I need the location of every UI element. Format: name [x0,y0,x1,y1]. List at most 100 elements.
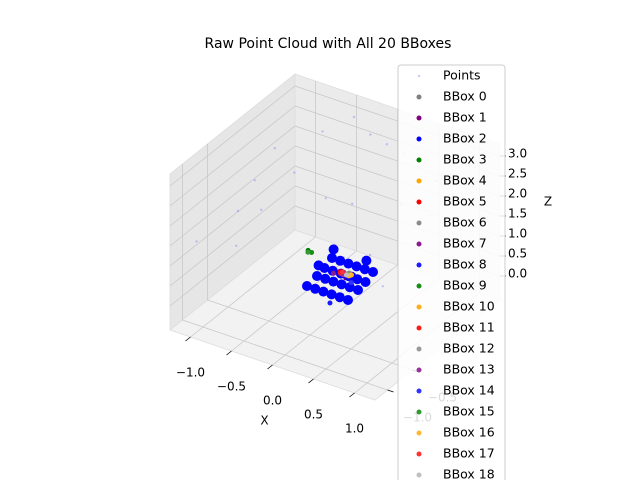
point [260,208,263,211]
tick-mark [349,392,355,398]
legend-label: BBox 0 [443,89,487,104]
legend-marker [416,157,422,163]
legend-label: BBox 12 [443,341,495,356]
legend-marker [416,178,422,184]
legend-label: BBox 9 [443,278,487,293]
legend-label: BBox 1 [443,110,487,125]
z-tick-label: 1.0 [508,227,527,241]
legend-marker [416,241,422,247]
bbox-point [361,255,372,266]
grid-line [169,165,296,267]
legend-marker [416,472,422,478]
z-tick-label: 0.0 [508,267,527,281]
legend-label: Points [443,68,481,83]
legend-label: BBox 2 [443,131,487,146]
point [324,197,327,200]
point [352,115,356,119]
z-tick-label: 3.0 [508,147,527,161]
grid-line [182,319,388,391]
grid-line [207,299,413,371]
point [293,171,296,174]
legend-label: BBox 13 [443,362,495,377]
bbox-point [368,267,378,277]
legend-label: BBox 15 [443,404,495,419]
bbox-point [343,295,353,305]
grid-line [272,264,398,366]
bbox-point [302,281,312,291]
legend-label: BBox 6 [443,215,487,230]
bbox-point [320,273,331,284]
legend-marker [416,430,422,436]
grid-line [169,85,296,187]
bbox-point [334,292,345,303]
z-tick-label: 2.5 [508,167,527,181]
legend-marker [416,94,422,100]
legend-label: BBox 8 [443,257,487,272]
legend-marker [416,346,422,352]
legend-label: BBox 3 [443,152,487,167]
point [381,285,384,288]
chart-title: Raw Point Cloud with All 20 BBoxes [205,36,452,52]
point [235,244,238,247]
legend-marker [416,199,422,205]
legend-label: BBox 18 [443,467,495,480]
legend-marker [416,283,422,289]
bbox-point [347,272,353,278]
bbox-point [348,280,354,286]
point [236,209,240,213]
tick-mark [267,364,273,370]
legend-label: BBox 16 [443,425,495,440]
legend-label: BBox 14 [443,383,495,398]
legend-marker [416,304,422,310]
bbox-point [343,272,349,278]
legend-label: BBox 5 [443,194,487,209]
bbox-point [336,279,347,290]
point [368,253,372,257]
bbox-point [351,261,362,272]
point [369,133,372,136]
x-axis-label: X [260,414,268,428]
grid-line [190,236,316,338]
legend-label: BBox 7 [443,236,487,251]
x-tick-label: −0.5 [217,380,246,394]
point [253,179,256,182]
tick-mark [226,350,232,356]
bbox-point [343,258,354,269]
x-tick-label: 0.0 [263,394,282,408]
tick-mark [185,336,191,342]
point [385,143,388,146]
z-tick-label: 2.0 [508,187,527,201]
point [195,240,198,243]
bbox-point [328,244,339,255]
bbox-point [360,277,371,287]
bbox-point [327,253,337,263]
z-tick-label: 1.5 [508,207,527,221]
tick-mark [387,389,394,393]
legend-marker [416,451,422,457]
bbox-point [309,249,315,255]
bbox-point [328,276,339,287]
legend-marker [417,74,421,78]
point [321,130,324,133]
legend-box [397,64,506,480]
bbox-point [335,255,346,266]
legend-label: BBox 17 [443,446,495,461]
legend-marker [416,136,422,142]
bbox-point [312,271,322,281]
legend-label: BBox 10 [443,299,495,314]
point [351,202,354,205]
bbox-point [353,285,363,295]
bbox-point [326,289,337,300]
bbox-point [327,300,333,306]
legend-marker [416,220,422,226]
z-axis-label: Z [544,195,552,209]
z-tick-label: 0.5 [508,247,527,261]
bbox-point [359,264,370,275]
grid-line [169,125,296,227]
x-tick-label: 0.5 [304,408,323,422]
grid-line [169,205,296,307]
legend-marker [416,367,422,373]
grid-line [169,145,296,247]
legend-marker [416,409,422,415]
